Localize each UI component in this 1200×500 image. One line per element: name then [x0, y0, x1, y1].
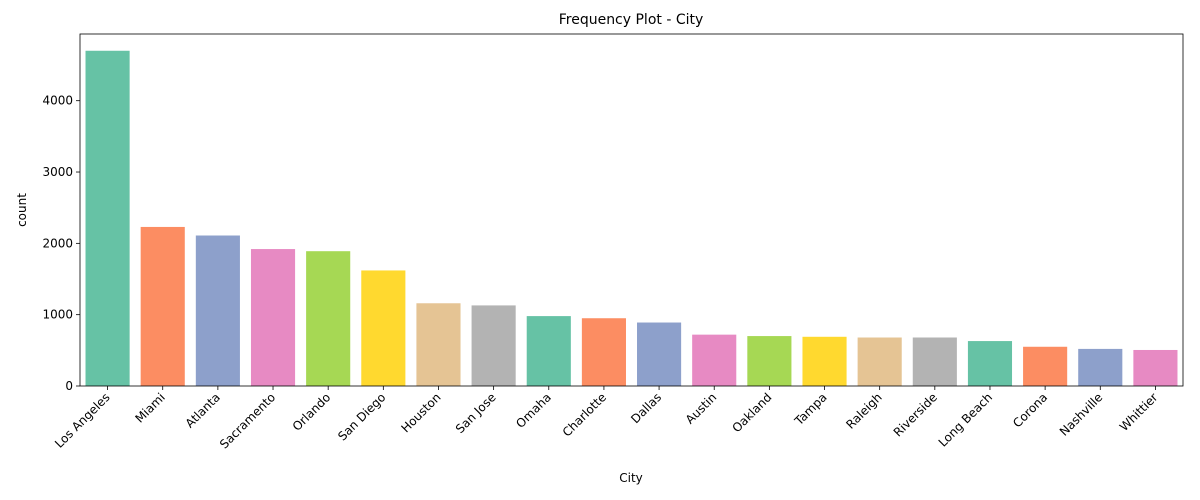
- bars-group: [85, 50, 1178, 387]
- x-tick-label: Nashville: [1057, 390, 1106, 439]
- bar-raleigh: [857, 337, 902, 386]
- bar-whittier: [1133, 349, 1178, 386]
- x-tick-label: Atlanta: [183, 390, 223, 430]
- y-tick-label: 0: [65, 379, 73, 393]
- x-tick-label: San Jose: [453, 390, 499, 436]
- y-tick-label: 3000: [42, 165, 73, 179]
- y-tick-label: 1000: [42, 308, 73, 322]
- bar-charlotte: [581, 318, 626, 386]
- bar-san-jose: [471, 305, 516, 386]
- x-tick-label: Long Beach: [936, 390, 995, 449]
- plot-frame: [79, 33, 1184, 387]
- y-axis: 0 1000 2000 3000 4000: [42, 94, 80, 393]
- bar-tampa: [802, 336, 847, 386]
- x-tick-label: Sacramento: [217, 390, 278, 451]
- bar-orlando: [306, 251, 351, 386]
- x-tick-label: Tampa: [791, 390, 829, 428]
- bar-houston: [416, 303, 461, 386]
- x-axis-title: City: [619, 471, 643, 485]
- chart-title: Frequency Plot - City: [559, 12, 704, 28]
- x-tick-label: Houston: [398, 390, 443, 435]
- x-tick-label: Oakland: [729, 390, 774, 435]
- x-tick-label: San Diego: [335, 390, 388, 443]
- y-tick-label: 4000: [42, 94, 73, 108]
- bar-los-angeles: [85, 50, 130, 387]
- x-tick-label: Riverside: [891, 390, 940, 439]
- x-tick-label: Miami: [132, 390, 167, 425]
- x-tick-label: Los Angeles: [52, 390, 113, 451]
- x-tick-label: Dallas: [628, 390, 664, 426]
- x-tick-label: Orlando: [290, 390, 334, 434]
- bar-atlanta: [195, 235, 240, 386]
- bar-nashville: [1078, 348, 1123, 386]
- bar-omaha: [526, 316, 571, 386]
- y-axis-title: count: [15, 193, 29, 227]
- x-tick-label: Corona: [1010, 390, 1050, 430]
- x-tick-label: Charlotte: [560, 390, 609, 439]
- bar-long-beach: [967, 341, 1013, 386]
- bar-oakland: [747, 336, 792, 386]
- x-tick-label: Whittier: [1117, 390, 1161, 434]
- y-tick-label: 2000: [42, 236, 73, 250]
- bar-miami: [140, 226, 185, 386]
- bar-corona: [1023, 346, 1068, 386]
- bar-san-diego: [361, 270, 406, 386]
- x-tick-label: Raleigh: [843, 390, 885, 432]
- bar-dallas: [637, 322, 682, 386]
- bar-austin: [692, 334, 737, 386]
- x-tick-label: Austin: [683, 390, 720, 427]
- bar-sacramento: [250, 249, 296, 386]
- x-tick-label: Omaha: [513, 390, 554, 431]
- bar-riverside: [912, 337, 957, 386]
